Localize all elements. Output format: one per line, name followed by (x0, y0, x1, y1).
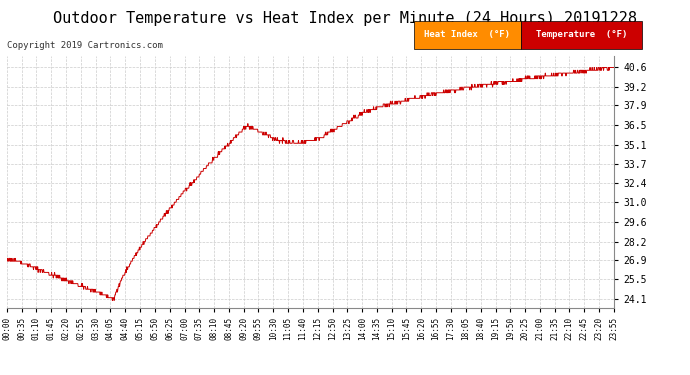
Text: Outdoor Temperature vs Heat Index per Minute (24 Hours) 20191228: Outdoor Temperature vs Heat Index per Mi… (53, 11, 637, 26)
Text: Temperature  (°F): Temperature (°F) (535, 30, 627, 39)
Text: Copyright 2019 Cartronics.com: Copyright 2019 Cartronics.com (7, 41, 163, 50)
Text: Heat Index  (°F): Heat Index (°F) (424, 30, 511, 39)
